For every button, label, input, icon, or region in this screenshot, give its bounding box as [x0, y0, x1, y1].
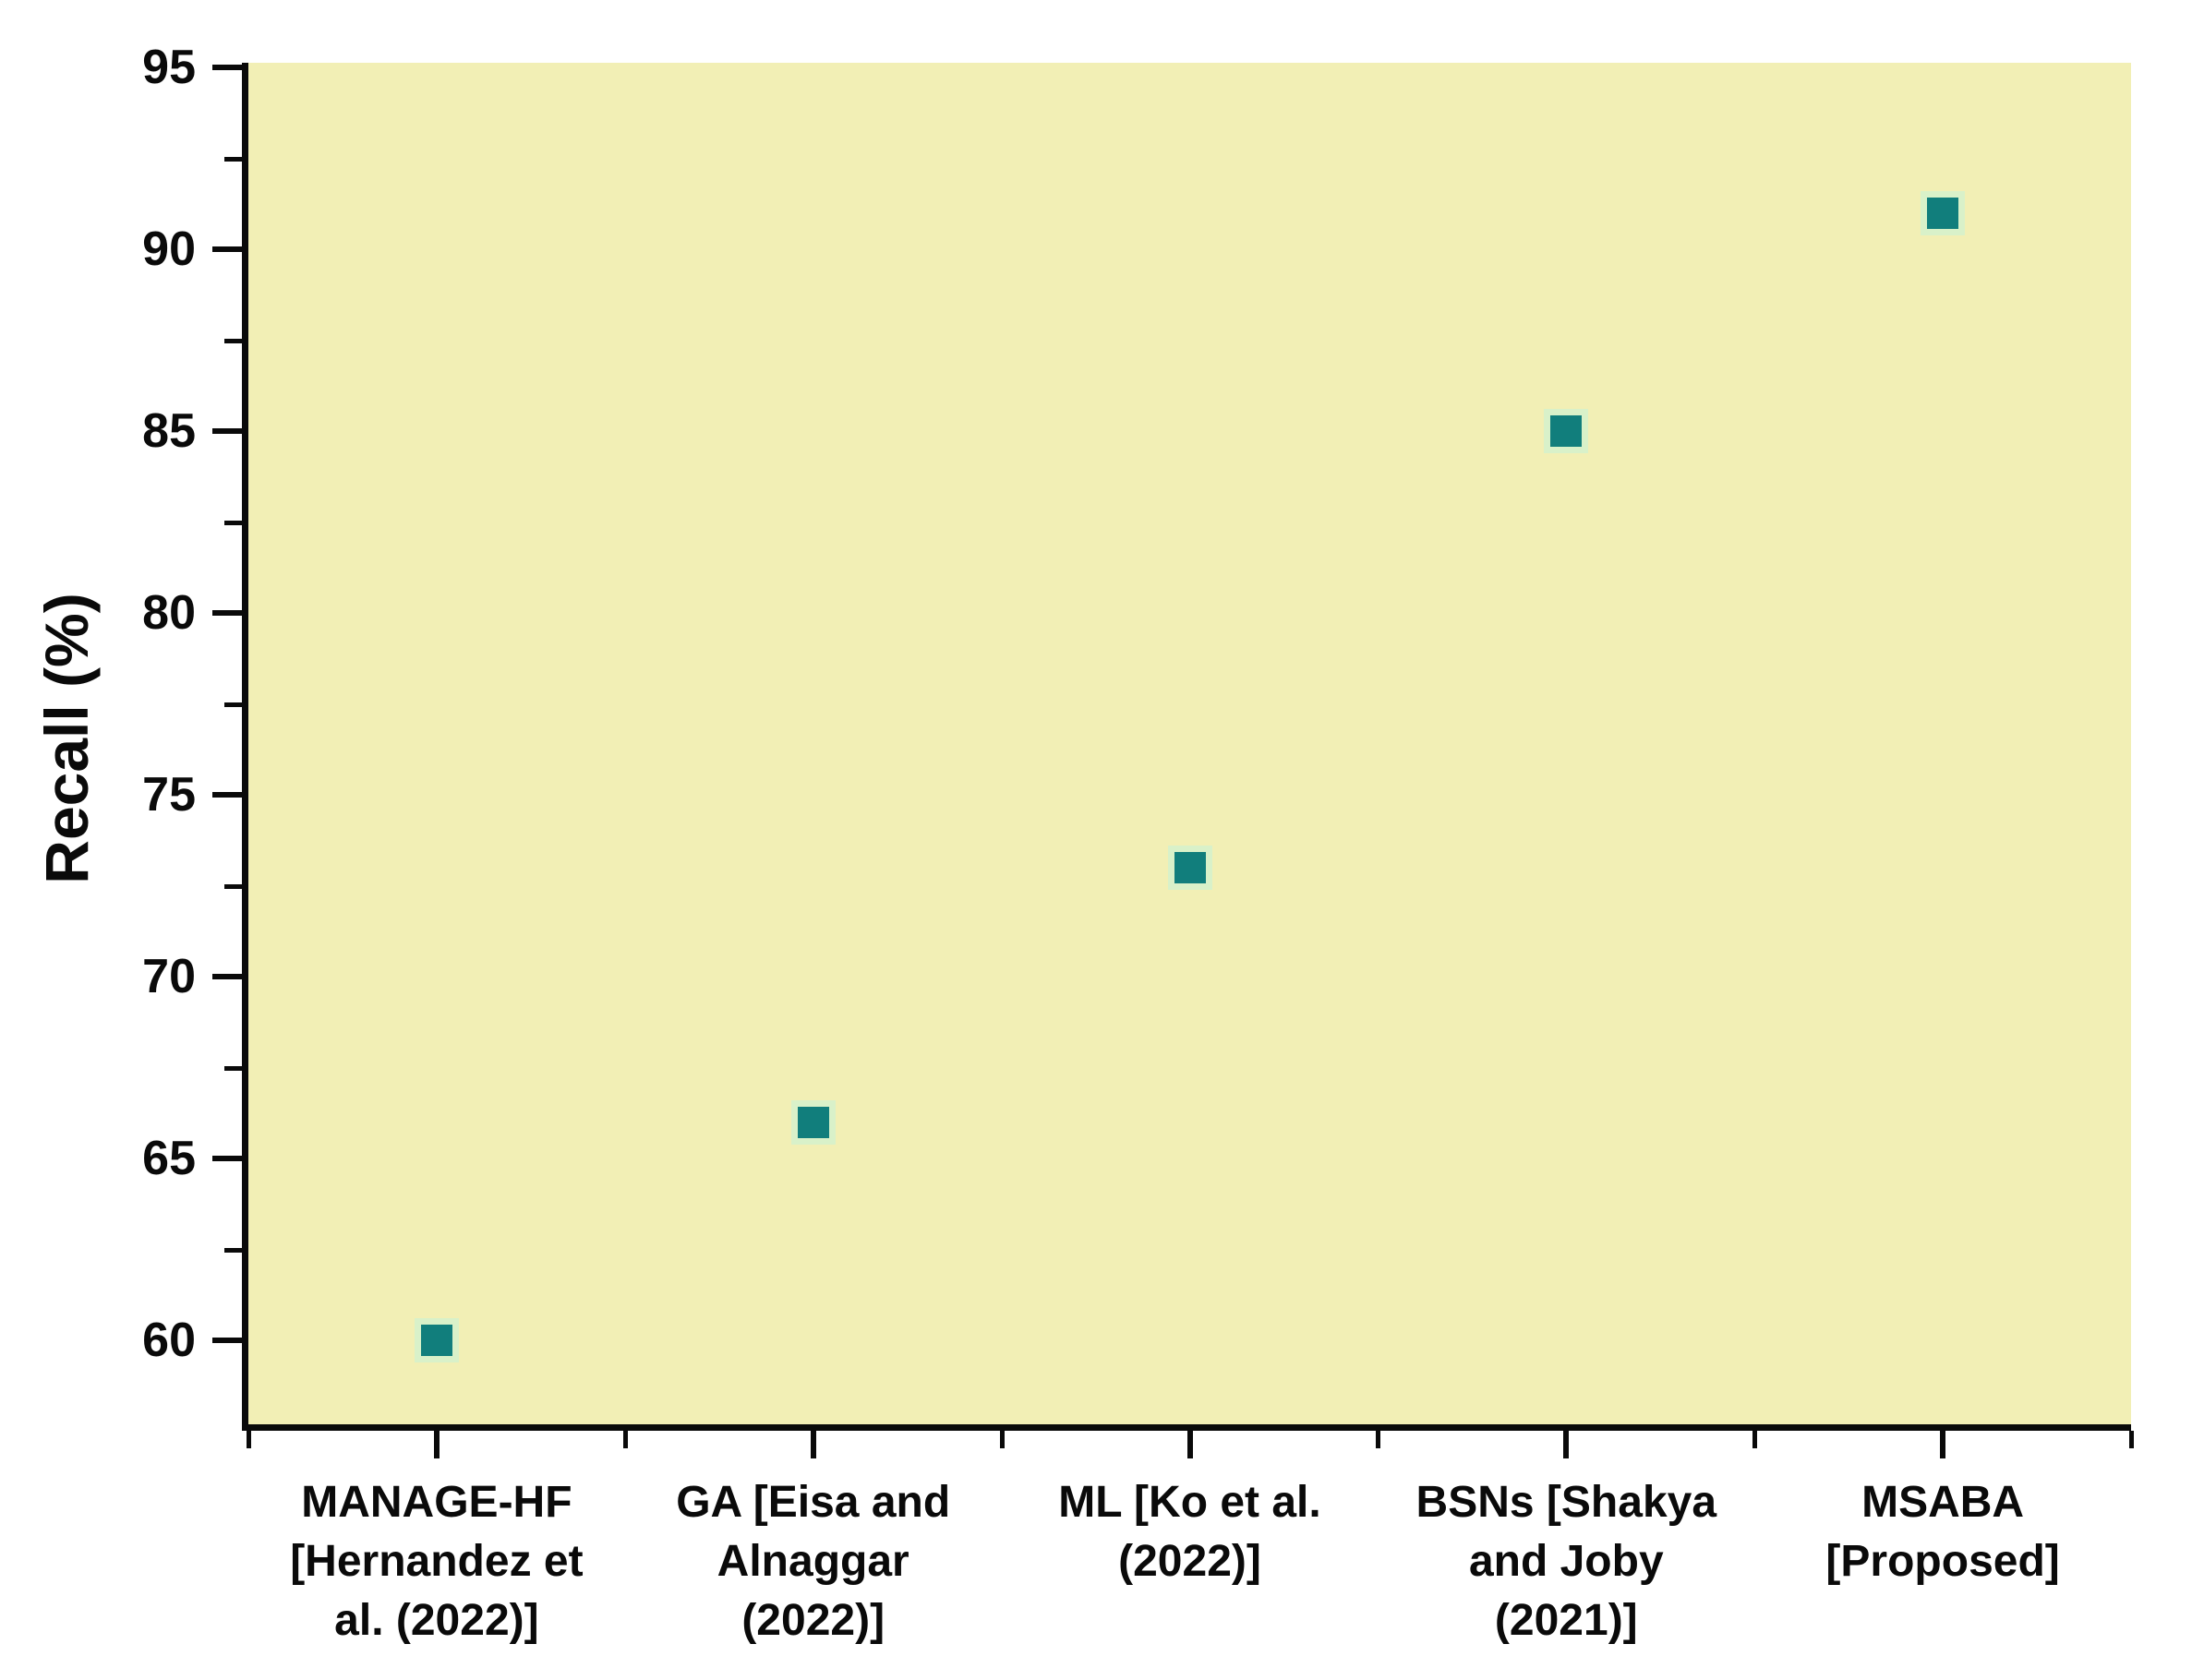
y-tick-label: 70	[142, 950, 196, 1004]
y-minor-tick	[224, 520, 242, 525]
y-major-tick	[212, 1156, 242, 1162]
y-major-tick	[212, 792, 242, 798]
y-tick-label: 65	[142, 1132, 196, 1186]
plot-area	[212, 63, 2134, 1458]
x-minor-tick	[622, 1431, 628, 1448]
y-major-tick	[212, 65, 242, 71]
x-category-label-line: (2022)]	[1118, 1537, 1261, 1586]
y-tick-label: 60	[142, 1314, 196, 1368]
y-minor-tick	[224, 883, 242, 889]
y-tick-label: 85	[142, 404, 196, 459]
y-minor-tick	[224, 1065, 242, 1071]
x-category-label-line: GA [Eisa and	[676, 1478, 951, 1527]
x-category-label-line: Alnaggar	[717, 1537, 909, 1586]
x-category-label: ML [Ko et al. (2022)]	[987, 1473, 1393, 1591]
y-major-tick	[212, 974, 242, 980]
x-category-label-line: [Proposed]	[1825, 1537, 2060, 1586]
x-category-label-line: BSNs [Shakya	[1415, 1478, 1717, 1527]
x-category-label-line: and Joby	[1468, 1537, 1664, 1586]
y-major-tick	[212, 246, 242, 253]
data-point-marker	[790, 1099, 836, 1145]
x-minor-tick	[999, 1431, 1005, 1448]
data-point-marker	[1544, 409, 1589, 454]
y-minor-tick	[224, 338, 242, 343]
x-category-label: MSABA [Proposed]	[1740, 1473, 2146, 1591]
x-category-label: MANAGE-HF [Hernandez et al. (2022)]	[234, 1473, 640, 1650]
data-point-marker	[1921, 190, 1966, 235]
x-major-tick	[1940, 1431, 1946, 1458]
x-major-tick	[1563, 1431, 1570, 1458]
x-minor-tick	[1376, 1431, 1381, 1448]
x-category-label-line: (2021)]	[1494, 1596, 1638, 1645]
y-major-tick	[212, 428, 242, 435]
x-category-label-line: MANAGE-HF	[301, 1478, 572, 1527]
y-minor-tick	[224, 1247, 242, 1253]
y-tick-label: 80	[142, 586, 196, 641]
x-minor-tick	[2129, 1431, 2134, 1448]
x-category-label-line: al. (2022)]	[334, 1596, 539, 1645]
x-category-label-line: [Hernandez et	[290, 1537, 584, 1586]
x-minor-tick	[247, 1431, 251, 1448]
x-major-tick	[433, 1431, 440, 1458]
y-minor-tick	[224, 156, 242, 162]
data-point-marker	[414, 1318, 459, 1363]
x-major-tick	[1186, 1431, 1193, 1458]
data-point-marker	[1167, 846, 1212, 891]
x-category-label: BSNs [Shakya and Joby (2021)]	[1363, 1473, 1769, 1650]
x-category-label-line: MSABA	[1861, 1478, 2025, 1527]
x-minor-tick	[1752, 1431, 1758, 1448]
x-category-label-line: ML [Ko et al.	[1058, 1478, 1321, 1527]
x-major-tick	[810, 1431, 816, 1458]
y-major-tick	[212, 1338, 242, 1344]
y-tick-label: 90	[142, 222, 196, 277]
y-tick-label: 95	[142, 41, 196, 95]
x-category-label-line: (2022)]	[741, 1596, 885, 1645]
y-tick-label: 75	[142, 768, 196, 822]
y-major-tick	[212, 610, 242, 617]
y-minor-tick	[224, 702, 242, 707]
x-category-label: GA [Eisa and Alnaggar (2022)]	[610, 1473, 1017, 1650]
